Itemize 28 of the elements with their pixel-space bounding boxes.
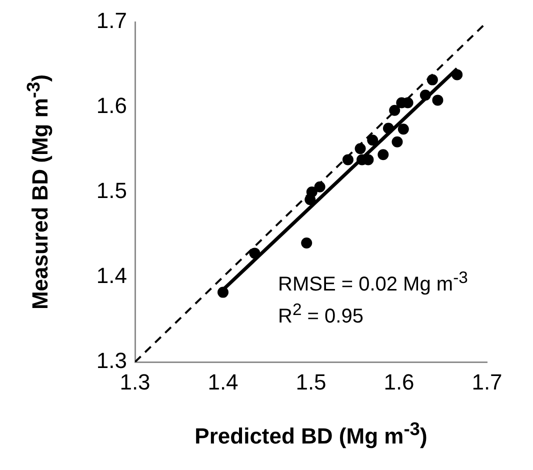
point: [342, 154, 354, 166]
x-tick-label: 1.7: [472, 369, 502, 394]
y-tick-label: 1.5: [96, 178, 127, 204]
annotation: R$^{2}$ = 0.95: [278, 300, 364, 329]
x-axis-title: Predicted BD (Mg m$^{-3}$): [194, 418, 428, 450]
point: [354, 143, 366, 154]
point: [378, 149, 389, 160]
point: [314, 181, 326, 192]
point: [426, 74, 438, 86]
y-tick-label: 1.7: [96, 8, 127, 34]
point: [392, 136, 403, 148]
point: [452, 69, 463, 80]
point: [389, 104, 400, 116]
point: [432, 94, 444, 106]
point: [218, 286, 228, 298]
point: [367, 134, 378, 146]
x-tick-label: 1.5: [296, 369, 326, 394]
point: [398, 124, 409, 135]
annotation: RMSE = 0.02 Mg m$^{-3}$: [278, 268, 468, 297]
y-tick-label: 1.4: [96, 263, 127, 288]
point: [301, 238, 312, 248]
point: [249, 248, 260, 259]
x-tick-label: 1.4: [208, 369, 238, 394]
x-tick-label: 1.6: [384, 369, 414, 394]
y-tick-label: 1.6: [96, 93, 127, 118]
point: [420, 90, 431, 101]
point: [382, 122, 394, 134]
point: [306, 186, 318, 198]
